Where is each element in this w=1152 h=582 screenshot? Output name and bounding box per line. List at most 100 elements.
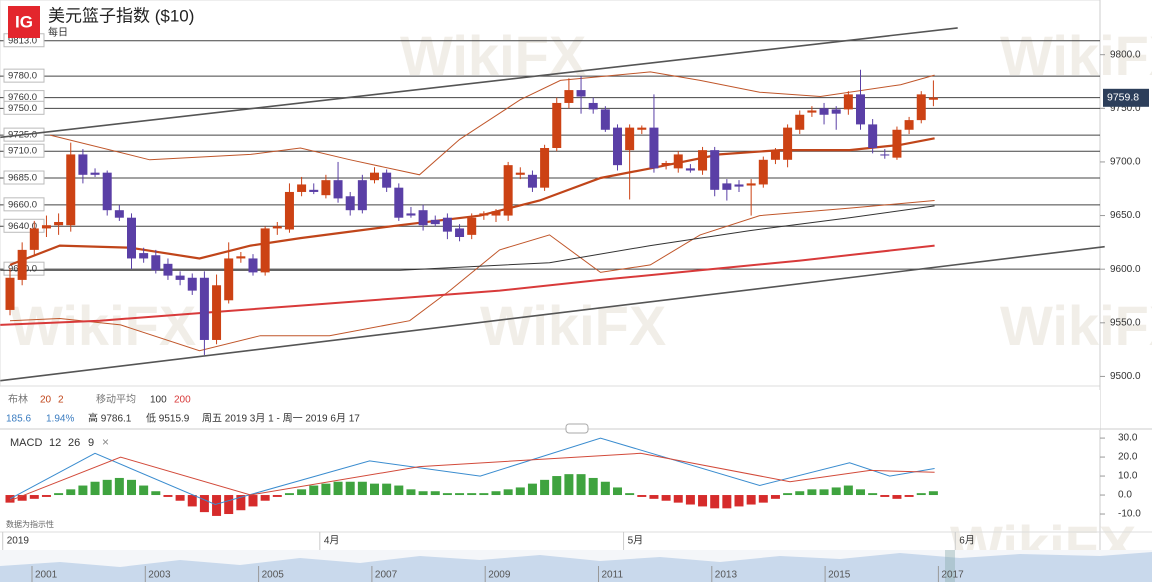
candle-body [309, 189, 319, 192]
candle-body [928, 97, 938, 100]
candle-body [746, 183, 756, 186]
trend-line [0, 27, 958, 139]
macd-bar [770, 495, 780, 499]
resize-handle[interactable] [565, 423, 589, 434]
date-range: 周五 2019 3月 1 - 周一 2019 6月 17 [202, 413, 360, 425]
candle-body [479, 213, 489, 216]
macd-bar [868, 493, 878, 496]
macd-bar [831, 487, 841, 496]
indicator-line [9, 137, 935, 266]
candle-body [467, 217, 477, 235]
macd-bar [856, 489, 865, 496]
logo: IG [15, 12, 33, 31]
macd-bar [576, 474, 586, 496]
ma-fast: 100 [150, 395, 167, 406]
macd-bar [843, 485, 853, 496]
axis-labels: 9800.0 9750.0 9700.0 9650.0 9600.0 9550.0 9500… [2, 49, 1149, 582]
candle-body [527, 174, 537, 188]
last-price-tag [1103, 88, 1149, 107]
candle-body [892, 129, 902, 158]
macd-slow: 26 [68, 437, 80, 449]
macd-bar [685, 495, 695, 505]
macd-bar [783, 493, 793, 496]
y-tick-label: 9750.0 [1110, 103, 1141, 114]
level-label: 9710.0 [8, 146, 37, 157]
candle-body [78, 154, 88, 175]
ma-label: 移动平均 [96, 393, 136, 406]
macd-bar [479, 493, 489, 496]
macd-bar [151, 491, 161, 496]
macd-bar [625, 493, 635, 496]
candle-body [175, 275, 185, 280]
candle-body [151, 255, 161, 271]
macd-bar [394, 485, 404, 496]
candle-body [224, 258, 234, 301]
macd-bar [187, 495, 197, 507]
candle-body [819, 108, 829, 115]
macd-bar [588, 477, 598, 496]
logo-box [8, 6, 40, 38]
macd-bar [236, 495, 246, 511]
navigator-year: 2003 [148, 570, 171, 581]
navigator-year: 2013 [715, 570, 738, 581]
macd-y-tick-label: 30.0 [1118, 433, 1138, 444]
macd-bar [139, 485, 149, 496]
candle-body [637, 127, 647, 130]
candle-body [685, 168, 695, 171]
macd-bar [345, 481, 355, 496]
macd-y-tick-label: 10.0 [1118, 471, 1138, 482]
macd-bar [163, 495, 173, 497]
navigator-year: 2009 [488, 570, 511, 581]
y-tick-label: 9700.0 [1110, 157, 1141, 168]
watermark: WikiFX [10, 294, 196, 357]
macd-bar [613, 487, 622, 496]
level-label: 9813.0 [8, 35, 37, 46]
macd-bar [928, 491, 938, 496]
candle-body [588, 102, 598, 110]
navigator-window[interactable] [945, 550, 955, 582]
macd-bar [114, 477, 124, 496]
candle-body [382, 172, 392, 188]
candle-body [345, 196, 355, 211]
macd-bar [527, 483, 537, 496]
candle-body [491, 211, 501, 216]
level-label: 9685.0 [8, 173, 37, 184]
navigator-year: 2011 [602, 570, 624, 581]
change-pct: 1.94% [46, 414, 74, 425]
candle-body [29, 228, 39, 250]
macd-bar [284, 493, 294, 496]
ma-slow: 200 [174, 395, 191, 406]
macd-y-tick-label: 0.0 [1118, 490, 1132, 501]
macd-bar [698, 495, 708, 507]
candle-body [418, 210, 428, 226]
macd-bar [758, 495, 768, 503]
level-label: 9780.0 [8, 71, 37, 82]
candle-body [868, 124, 878, 148]
candle-body [734, 184, 744, 187]
macd-bar [382, 483, 392, 496]
candle-body [783, 127, 793, 160]
macd-bar [333, 481, 343, 496]
macd-bar [90, 481, 100, 496]
navigator-year: 2001 [35, 570, 58, 581]
last-price-label: 9759.8 [1107, 92, 1139, 104]
candle-body [248, 258, 258, 273]
level-label: 9750.0 [8, 103, 37, 114]
macd-bar [248, 495, 258, 507]
candle-body [199, 277, 209, 340]
macd-bar [491, 491, 501, 496]
macd-bar [29, 495, 39, 499]
macd-line [9, 452, 935, 502]
bb-label: 布林 [8, 393, 28, 406]
level-label: 9760.0 [8, 92, 37, 103]
candle-body [625, 127, 635, 151]
bb-period: 20 [40, 395, 52, 406]
price-layer: 9813.09780.09760.09750.09725.09710.09685… [0, 27, 1105, 382]
level-label: 9660.0 [8, 199, 37, 210]
macd-bar [297, 489, 307, 496]
candle-body [710, 150, 720, 190]
macd-close[interactable]: × [102, 435, 109, 449]
candle-body [698, 150, 708, 171]
indicator-line [0, 244, 935, 326]
